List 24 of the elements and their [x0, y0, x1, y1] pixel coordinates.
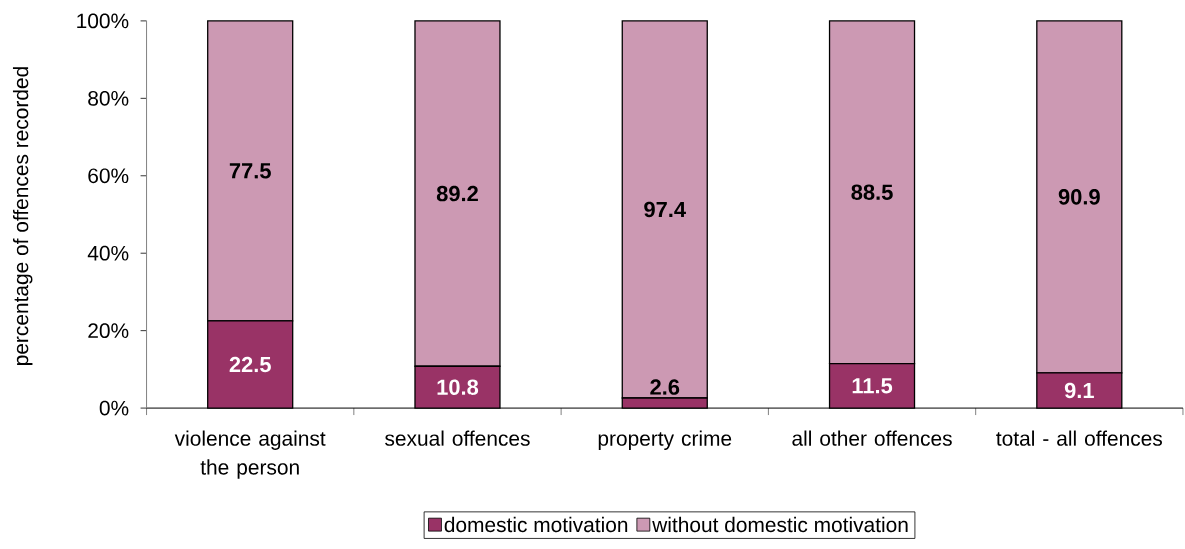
legend-label: without domestic motivation [652, 516, 908, 532]
y-tick-label: 40% [87, 245, 129, 261]
x-tick-label: property crime [598, 430, 732, 450]
y-axis-title: percentage of offences recorded [12, 66, 33, 365]
y-tick-label: 0% [99, 400, 129, 416]
data-label: 97.4 [644, 201, 686, 218]
legend-label: domestic motivation [444, 516, 628, 532]
y-tick-label: 60% [88, 168, 129, 183]
data-label: 90.9 [1058, 188, 1100, 205]
data-label: 10.8 [437, 379, 479, 395]
data-label: 89.2 [436, 185, 478, 202]
data-label: 22.5 [229, 356, 271, 373]
y-tick-label: 80% [88, 90, 129, 106]
x-tick-label: violence against the person [174, 430, 326, 479]
y-tick-label: 20% [88, 323, 129, 338]
data-label: 77.5 [229, 163, 271, 179]
data-label: 2.6 [650, 379, 680, 395]
x-tick-label: total - all offences [996, 430, 1162, 446]
x-tick-label: all other offences [792, 430, 952, 446]
y-tick-label: 100% [77, 13, 129, 29]
x-tick-label: sexual offences [385, 430, 530, 446]
data-label: 11.5 [852, 377, 893, 394]
data-label: 88.5 [851, 184, 893, 200]
data-label: 9.1 [1064, 382, 1094, 399]
